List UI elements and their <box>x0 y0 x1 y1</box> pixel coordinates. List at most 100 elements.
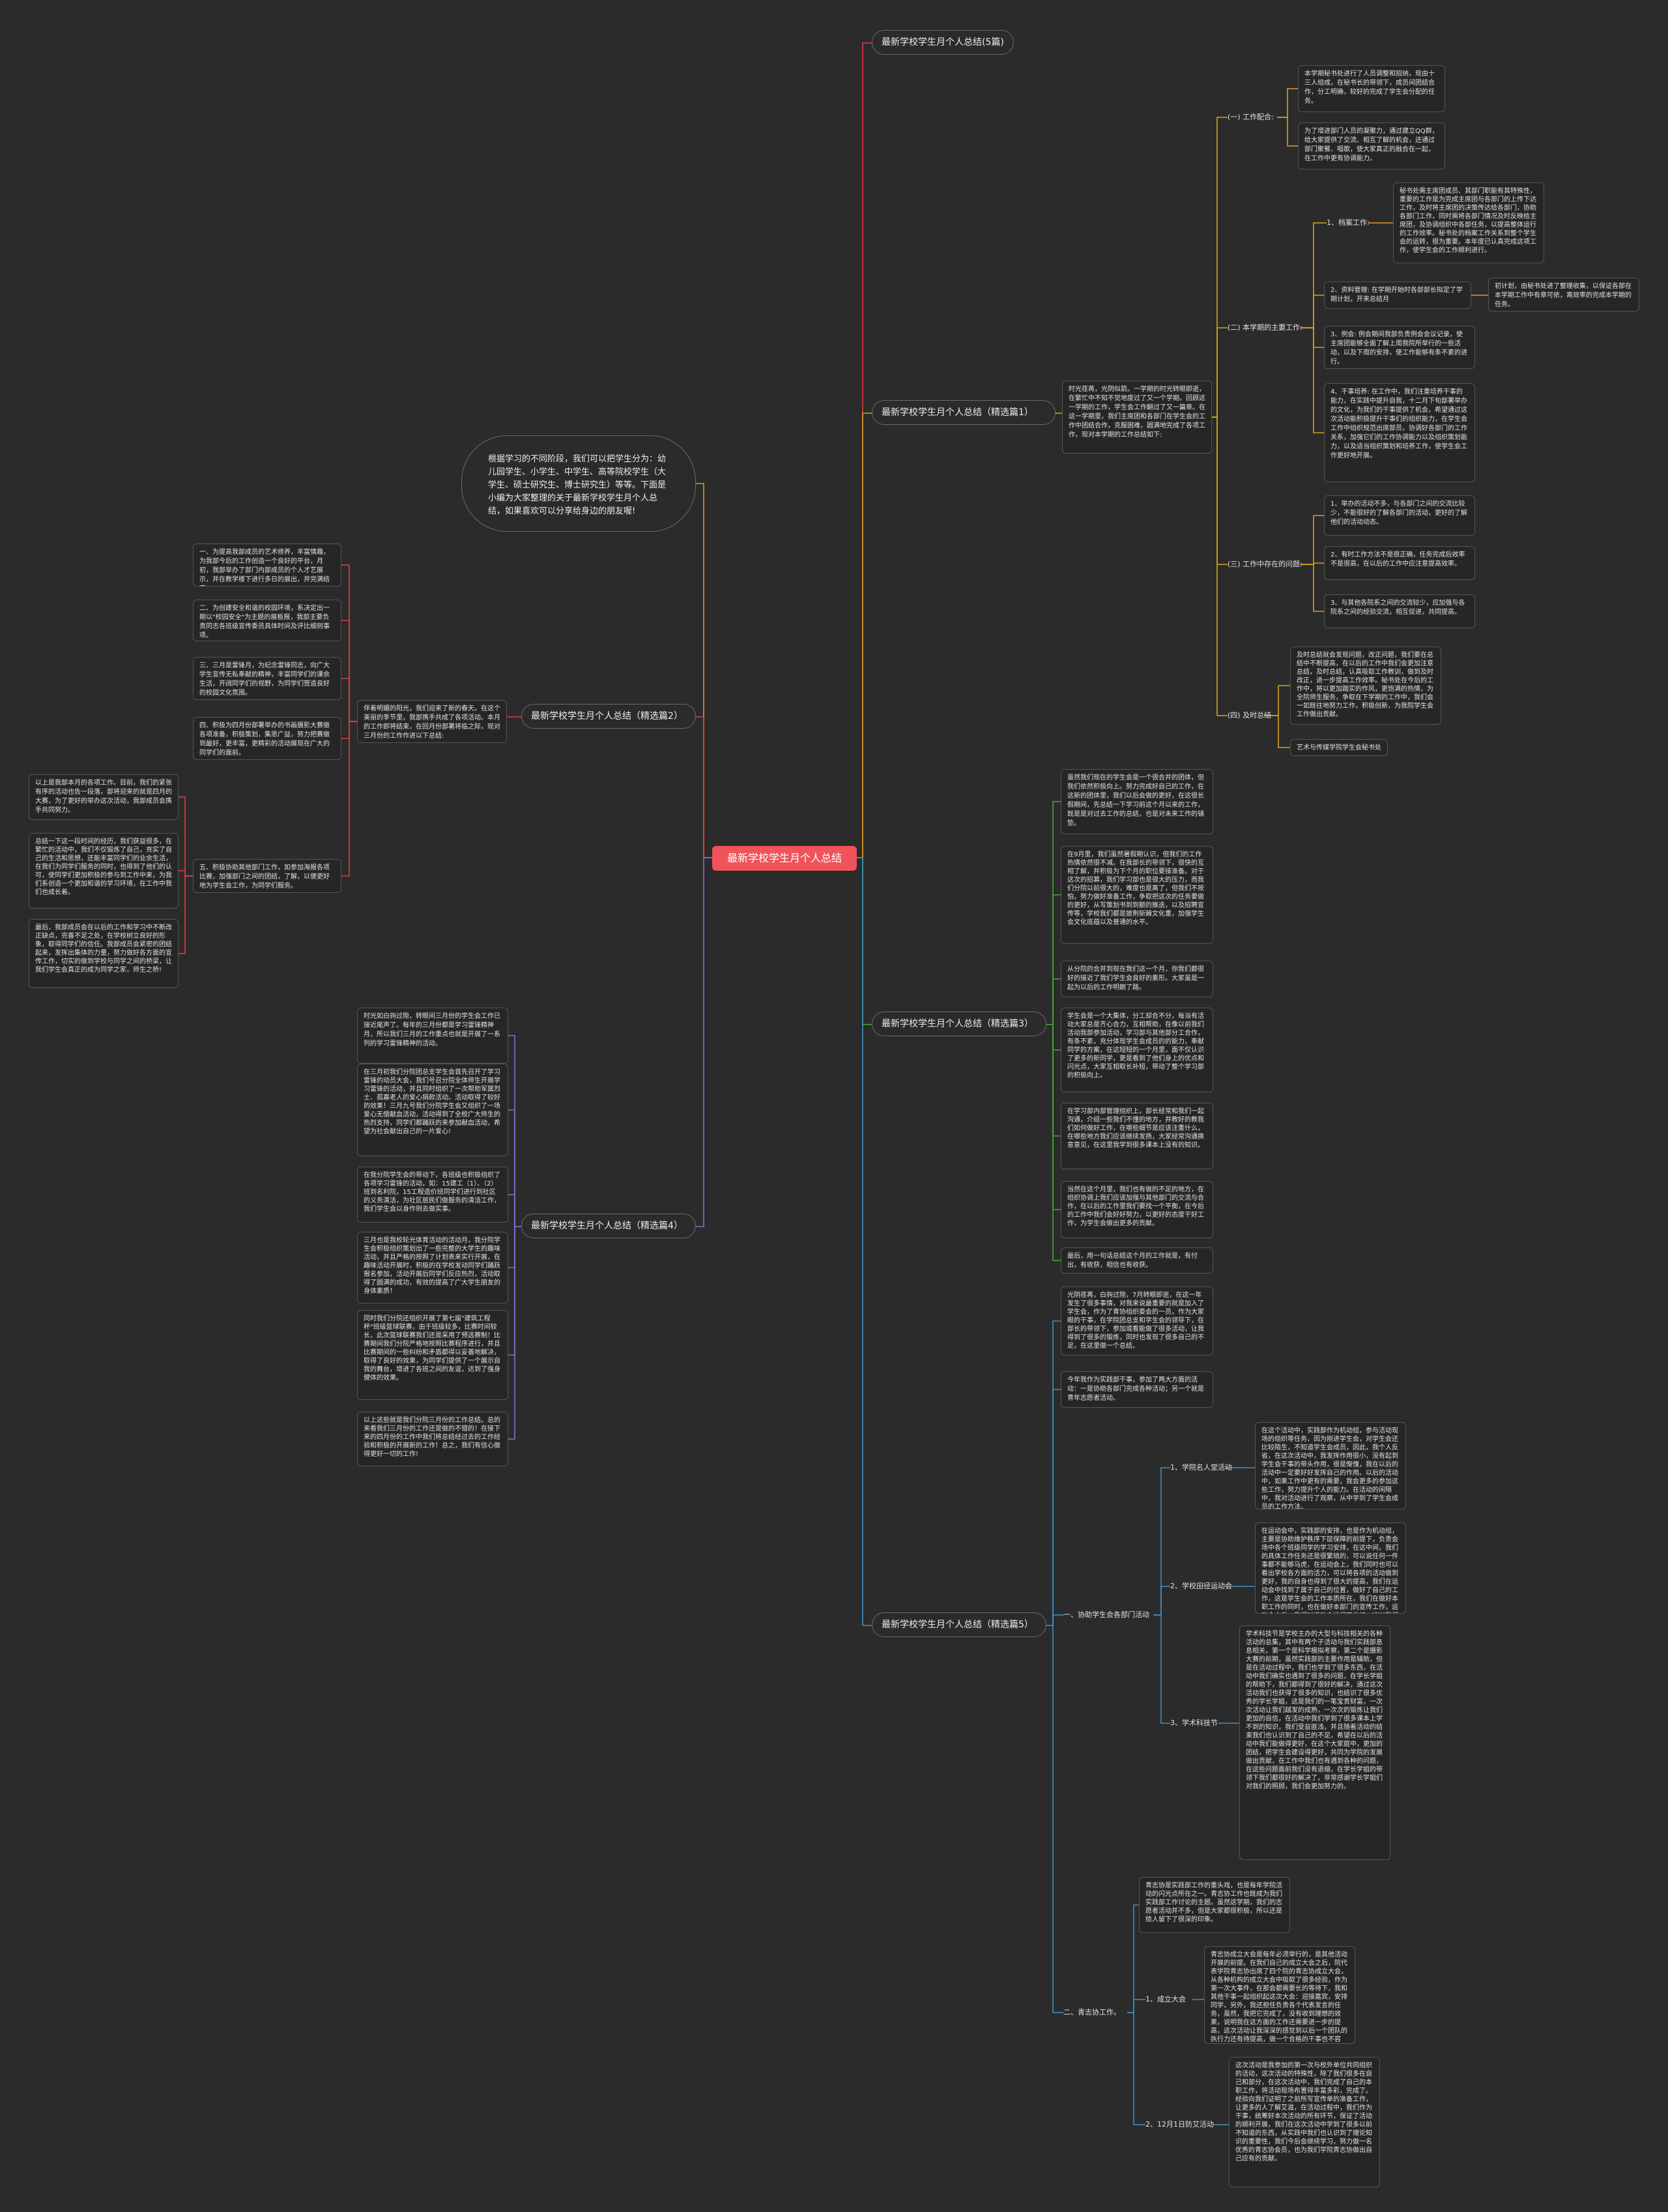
connector-line <box>1127 2012 1145 2125</box>
connector-line <box>341 721 357 877</box>
e2-item-4: 四、积极为四月份部署举办的书画摄影大赛做各项准备，积极策划，集思广益，努力把赛做… <box>193 717 341 760</box>
connector-line <box>1052 1614 1063 1625</box>
e4-para-2: 在三月初我们分院团总支学生会首先召开了学习雷锋的动员大会，我们号召分院全体师生开… <box>357 1064 508 1156</box>
connector-line <box>508 1194 515 1227</box>
branch-essay-2[interactable]: 最新学校学生月个人总结（精选篇2） <box>521 704 696 729</box>
e3-para-5: 在学习部内部管理组织上，部长经常和我们一起沟通，介绍一些我们不懂的地方，并教好的… <box>1061 1103 1213 1169</box>
e2-item-5-sub2: 总结一下这一段时间的经历，我们获益很多，在繁忙的活动中，我们不仅锻炼了自己，充实… <box>29 833 179 909</box>
connector-line <box>341 721 357 739</box>
connector-line <box>341 564 357 722</box>
e1-s4-label: (四) 及时总结 <box>1228 711 1272 720</box>
connector-line <box>508 1035 515 1227</box>
e2-item-1: 一、为提高我部成员的艺术修养，丰富情趣，为我部今后的工作创造一个良好的平台，月初… <box>193 544 341 587</box>
branch-overview[interactable]: 最新学校学生月个人总结(5篇) <box>872 30 1014 55</box>
e5-s1-label: 一、协助学生会各部门活动 <box>1063 1610 1149 1619</box>
e1-s3a: 1、举办的活动不多，与各部门之间的交流比较少，不能很好的了解各部门的活动，更好的… <box>1324 495 1475 536</box>
e1-s2b: 2、资料管理: 在学期开始时各部部长拟定了学期计划，开来总结月 <box>1324 282 1471 309</box>
connector-line <box>1212 416 1228 565</box>
e2-item-5: 五、积极协助其他部门工作，如参加海报各项比赛，加强部门之间的团结，了解，以便更好… <box>193 859 341 893</box>
branch-essay-1[interactable]: 最新学校学生月个人总结（精选篇1） <box>872 400 1056 425</box>
connector-line <box>179 875 193 954</box>
branch-essay-5[interactable]: 最新学校学生月个人总结（精选篇5） <box>872 1612 1046 1637</box>
connector-line <box>1301 295 1324 328</box>
e5-s1a-label: 1、学院名人堂活动 <box>1170 1463 1232 1472</box>
connector-line <box>696 716 712 858</box>
connector-line <box>508 1227 515 1440</box>
e3-para-2: 在9月里，我们虽然暑假期认识，但我们的工作热情依然很不减。在我部长的带领下，很快… <box>1061 846 1213 944</box>
connector-line <box>1052 1025 1061 1261</box>
connector-line <box>857 413 872 858</box>
e1-s2b1: 初计划，由秘书处进了整理收集，以保证各部在本学期工作中有章可依，离效率的完成本学… <box>1488 278 1639 312</box>
connector-line <box>857 857 872 1025</box>
connector-line <box>1301 562 1324 565</box>
connector-line <box>1052 1320 1061 1625</box>
connector-line <box>1052 1025 1061 1051</box>
e1-s4a: 及时总结就会发现问题，改正问题，我们要在总结中不断提高，在以后的工作中我们会更加… <box>1290 647 1441 725</box>
connector-line <box>1277 88 1298 118</box>
connector-line <box>1052 894 1061 1025</box>
e5-s2b1: 这次活动是我参加的第一次与校外单位共同组织的活动，这次活动的特殊性，除了我们很多… <box>1229 2057 1380 2187</box>
e1-s2d: 4、干事培养: 在工作中，我们注重培养干事的能力，在实践中提升自我，十二月下旬部… <box>1324 383 1475 482</box>
e1-s4b: 艺术与传媒学院学生会秘书处 <box>1290 739 1388 756</box>
e1-s2c: 3、例会: 例会期间我部负责例会会议记录，使主席团能够全面了解上周我院所举行的一… <box>1324 326 1475 369</box>
e1-s3-label: (三) 工作中存在的问题: <box>1228 560 1302 568</box>
connector-line <box>857 857 872 1626</box>
e5-s2-label: 二、青志协工作。 <box>1063 2008 1121 2016</box>
e5-s2-para: 青志协是实践部工作的重头戏，也是每年学院活动的闪光点所在之一。青志协工作也既成为… <box>1139 1877 1290 1933</box>
e4-para-1: 时光如白驹过隙，转眼间三月份的学生会工作已接近尾声了。每年的三月份都是学习雷锋精… <box>357 1008 508 1064</box>
e2-item-3: 三、三月是雷锋月，为纪念雷锋同志，向广大学生宣传无私奉献的精神，丰富同学们的课余… <box>193 657 341 700</box>
e5-para-2: 今年我作为实践部干事，参加了两大方面的活动：一是协助各部门完成各种活动；另一个就… <box>1061 1371 1213 1408</box>
e1-intro: 时光荏苒，光阴似箭。一学期的时光转眼即逝，在繁忙中不知不觉地度过了又一个学期。回… <box>1062 381 1212 454</box>
branch-essay-3[interactable]: 最新学校学生月个人总结（精选篇3） <box>872 1011 1046 1036</box>
e5-para-1: 光阴荏苒，白驹过隙，7月转眼即逝，在这一年发生了很多事情，对我来说最重要的就是加… <box>1061 1287 1213 1356</box>
connector-line <box>1301 327 1324 433</box>
e4-para-5: 同时我们分院还组织开展了第七届"建筑工程杯"班级篮球联赛，由于班级较多，比赛时间… <box>357 1310 508 1400</box>
e2-intro: 伴着明媚的阳光，我们迎来了新的春天。在这个美丽的季节里，我部携手共成了各项活动。… <box>357 700 507 743</box>
connector-line <box>1301 327 1324 348</box>
connector-line <box>1052 1025 1061 1137</box>
connector-line <box>1212 327 1228 418</box>
connector-line <box>1301 515 1324 565</box>
e3-para-1: 虽然我们现在的学生会是一个很合并的团体，但我们依然积极向上。努力完成好自己的工作… <box>1061 769 1213 834</box>
connector-line <box>508 1109 515 1227</box>
connector-line <box>1052 1625 1063 2013</box>
e3-para-3: 从分院的合并到现在我们这一个月，你我们都很好的接近了我们学生会良好的素形。大家虽… <box>1061 961 1213 997</box>
connector-line <box>508 1227 515 1356</box>
connector-line <box>1153 1614 1170 1724</box>
connector-line <box>1301 564 1324 612</box>
connector-line <box>696 483 712 858</box>
e5-s2a1: 青志协成立大会是每年必须举行的，是其他活动开展的前提。在我们自己的成立大会之后，… <box>1204 1946 1355 2044</box>
e2-item-5-sub1: 以上是我部本月的各项工作。目前，我们的紧张有序的活动也告一段落，部将迎来的就是四… <box>29 774 179 820</box>
intro-bubble: 根据学习的不同阶段，我们可以把学生分为：幼儿园学生、小学生、中学生、高等院校学生… <box>461 435 696 532</box>
connector-line <box>696 857 712 1227</box>
e3-para-6: 当然在这个月里，我们也有做的不足的地方，在组织协调上我们应该加强与其他部门的交流… <box>1061 1181 1213 1238</box>
e1-s1a: 本学期秘书处进行了人员调整和招纳，现由十三人组成，在秘书长的带领下，成员间团结合… <box>1298 65 1445 112</box>
e4-para-4: 三月也是我校轮光体育活动的活动月，我分院学生会积极组织策划出了一些完整的大学生的… <box>357 1232 508 1303</box>
connector-line <box>1277 117 1298 147</box>
e1-s3c: 3、与其他各院系之间的交流较少，应加强与各院系之间的经验交流，相互促进，共同提高… <box>1324 594 1475 628</box>
connector-line <box>508 1227 515 1268</box>
connector-line <box>1127 1999 1145 2013</box>
connector-line <box>1153 1467 1170 1616</box>
e2-item-5-sub3: 最后，我部成员会在以后的工作和学习中不断改正缺点，完善不足之处，在学校树立良好的… <box>29 919 179 988</box>
e1-s1-label: (一) 工作配合: <box>1228 113 1274 121</box>
connector-line <box>179 870 193 877</box>
e3-para-7: 最后，用一句话总结这个月的工作就是，有付出，有收获，相信也有收获。 <box>1061 1247 1213 1273</box>
e5-s2a-label: 1、成立大会 <box>1145 1995 1186 2003</box>
e5-s1b1: 在运动会中，实践部的安排，也是作为机动组，主要是协助维护秩序下层保障的前提下，负… <box>1255 1522 1406 1614</box>
connector-line <box>1052 1389 1061 1625</box>
e1-s2a1: 秘书处需主席团成员、其部门职能有其特殊性，重要的工作是为完成主席团与各部门的上传… <box>1393 182 1544 263</box>
connector-line <box>1153 1586 1170 1616</box>
connector-line <box>1127 1904 1139 2013</box>
connector-line <box>341 678 357 722</box>
branch-essay-4[interactable]: 最新学校学生月个人总结（精选篇4） <box>521 1214 696 1238</box>
connector-line <box>857 42 872 858</box>
connector-line <box>1212 416 1228 716</box>
e4-para-3: 在我分院学生会的带动下，各班级也积极组织了各项学习雷锋的活动，如：15建工（1）… <box>357 1167 508 1223</box>
root-topic[interactable]: 最新学校学生月个人总结 <box>712 846 857 871</box>
e1-s1b: 为了增进部门人员的凝聚力，通过建立QQ群，给大家提供了交流、相互了解的机会，还通… <box>1298 123 1445 169</box>
connector-line <box>1052 801 1061 1025</box>
connector-line <box>341 620 357 722</box>
e5-s2b-label: 2、12月1日防艾活动 <box>1145 2120 1214 2129</box>
e4-para-6: 以上这些就是我们分院三月份的工作总结。总的来看我们三月份的工作还是做的不错的！在… <box>357 1412 508 1466</box>
